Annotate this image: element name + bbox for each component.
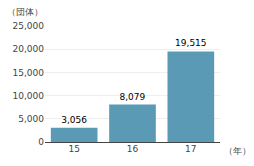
svg-text:0: 0 [38,137,44,147]
svg-text:20,000: 20,000 [13,44,45,54]
svg-text:25,000: 25,000 [13,21,45,31]
svg-text:5,000: 5,000 [18,114,44,124]
svg-text:15,000: 15,000 [13,68,45,78]
svg-text:8,079: 8,079 [119,92,145,102]
svg-text:（団体）: （団体） [7,7,43,17]
svg-text:（年）: （年） [224,146,251,156]
svg-text:3,056: 3,056 [61,115,87,125]
svg-text:17: 17 [185,144,196,154]
svg-text:10,000: 10,000 [13,91,45,101]
svg-text:15: 15 [68,144,79,154]
svg-text:16: 16 [127,144,139,154]
svg-text:19,515: 19,515 [175,38,207,48]
